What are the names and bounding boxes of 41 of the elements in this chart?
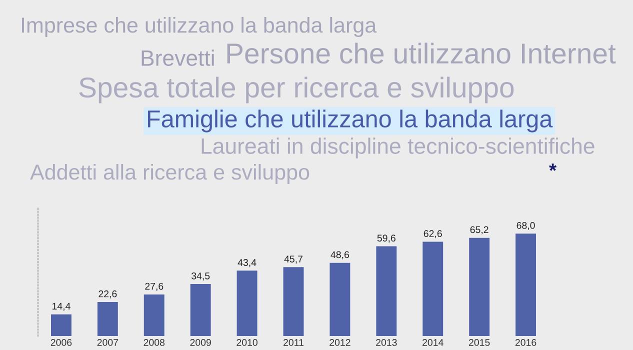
- bar: [422, 242, 444, 336]
- x-tick-label: 2009: [190, 339, 211, 346]
- text: Spesa totale per ricerca e sviluppo: [79, 76, 514, 104]
- bar: [516, 234, 536, 336]
- bar: [469, 238, 490, 336]
- data-label: 48,6: [330, 251, 349, 260]
- text: *: [549, 164, 557, 171]
- data-label: 34,5: [192, 272, 210, 280]
- x-tick-label: 2007: [97, 339, 118, 346]
- bar: [190, 284, 211, 336]
- x-tick-label: 2015: [468, 339, 490, 346]
- data-label: 59,6: [377, 234, 396, 243]
- data-label: 68,0: [516, 222, 535, 230]
- x-tick-label: 2014: [422, 339, 444, 346]
- bar: [51, 314, 72, 336]
- x-tick-label: 2016: [515, 339, 536, 346]
- data-label: 22,6: [98, 290, 117, 298]
- text: Laureati in discipline tecnico-scientifiche: [202, 138, 594, 158]
- data-label: 27,6: [145, 282, 164, 291]
- bar: [144, 294, 164, 336]
- x-tick-label: 2006: [50, 339, 72, 346]
- x-tick-label: 2012: [330, 339, 350, 346]
- text: Brevetti: [142, 50, 214, 66]
- data-label: 43,4: [238, 259, 256, 268]
- data-label: 65,2: [470, 226, 488, 234]
- bar: [283, 267, 304, 336]
- bar: [330, 262, 350, 336]
- data-label: 62,6: [424, 230, 442, 238]
- bar: [236, 270, 258, 336]
- x-tick-label: 2010: [236, 339, 258, 346]
- data-label: 14,4: [52, 302, 70, 311]
- x-tick-label: 2011: [284, 339, 304, 346]
- data-label: 45,7: [284, 256, 302, 264]
- text: Famiglie che utilizzano la banda larga: [148, 110, 553, 132]
- text: Imprese che utilizzano la banda larga: [22, 16, 377, 38]
- text: Persone che utilizzano Internet: [227, 42, 616, 64]
- text: Addetti alla ricerca e sviluppo: [30, 164, 310, 184]
- x-tick-label: 2008: [144, 339, 165, 346]
- bar: [97, 302, 118, 336]
- x-tick-label: 2013: [376, 339, 397, 346]
- bar: [376, 246, 397, 336]
